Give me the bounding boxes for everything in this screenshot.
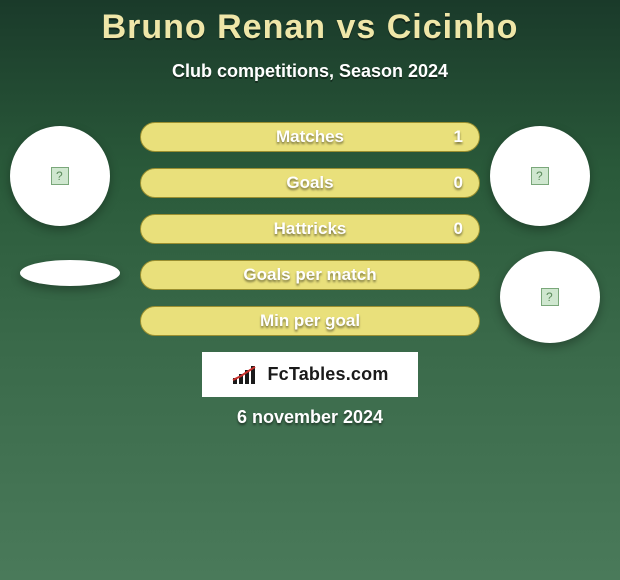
bar-value: 0 (454, 215, 463, 243)
bar-chart-icon (231, 364, 261, 386)
avatar-team-left (20, 260, 120, 286)
broken-image-icon (541, 288, 559, 306)
avatar-team-right (500, 251, 600, 343)
bar-label: Hattricks (274, 219, 347, 238)
source-logo-text: FcTables.com (267, 364, 388, 385)
avatar-player-left (10, 126, 110, 226)
bar-hattricks: Hattricks 0 (140, 214, 480, 244)
broken-image-icon (531, 167, 549, 185)
bar-goals-per-match: Goals per match (140, 260, 480, 290)
broken-image-icon (51, 167, 69, 185)
bar-label: Matches (276, 127, 344, 146)
source-logo: FcTables.com (202, 352, 418, 397)
bar-label: Goals (286, 173, 333, 192)
bar-label: Goals per match (243, 265, 376, 284)
bar-value: 1 (454, 123, 463, 151)
bar-goals: Goals 0 (140, 168, 480, 198)
avatar-player-right (490, 126, 590, 226)
bar-value: 0 (454, 169, 463, 197)
page-title: Bruno Renan vs Cicinho (0, 0, 620, 47)
date-label: 6 november 2024 (0, 407, 620, 428)
bar-min-per-goal: Min per goal (140, 306, 480, 336)
bar-label: Min per goal (260, 311, 360, 330)
page-subtitle: Club competitions, Season 2024 (0, 61, 620, 82)
bar-matches: Matches 1 (140, 122, 480, 152)
stats-bars: Matches 1 Goals 0 Hattricks 0 Goals per … (140, 122, 480, 352)
